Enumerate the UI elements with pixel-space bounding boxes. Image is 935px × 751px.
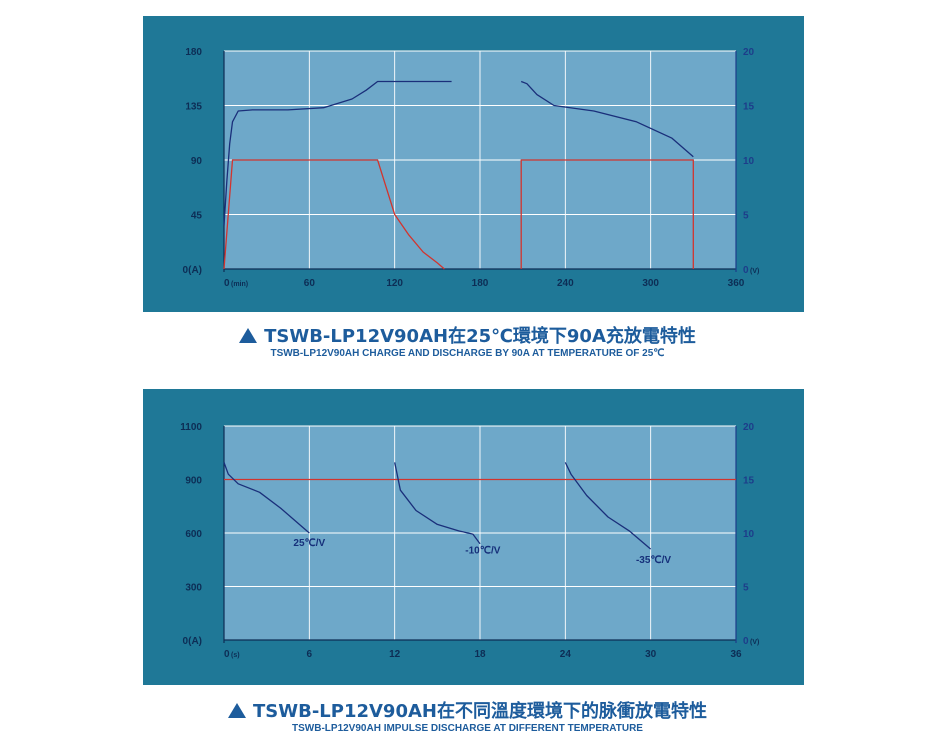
y-right-tick-label: 5 xyxy=(743,211,749,222)
y-right-tick-label: 20 xyxy=(743,422,755,433)
voltage-series-line xyxy=(223,80,452,226)
chart-panel-charge-discharge: 0 (min) 60 120 180 240 300 360 0(A) 45 90 135 180 0 (V… xyxy=(143,16,804,312)
chart-2-title: TSWB-LP12V90AH在不同溫度環境下的脉衝放電特性 xyxy=(253,701,707,722)
voltage-series-line xyxy=(520,80,694,158)
triangle-icon xyxy=(228,703,246,718)
x-unit-label: (min) xyxy=(231,281,248,288)
x-tick-label: 6 xyxy=(307,649,313,660)
y-right-tick-label: 5 xyxy=(743,583,749,594)
y-right-unit-label: (V) xyxy=(750,268,759,275)
y-left-tick-label: 900 xyxy=(185,476,202,487)
y-left-tick-label: 45 xyxy=(191,211,203,222)
chart-panel-impulse-discharge: 0 (s) 6 12 18 24 30 36 0(A) 300 600 900 1100 0 (V) 5 10 1… xyxy=(143,389,804,685)
current-series-line xyxy=(520,159,694,269)
voltage-series-line xyxy=(223,462,310,534)
chart-1-subtitle: TSWB-LP12V90AH CHARGE AND DISCHARGE BY 9… xyxy=(270,348,665,359)
caption-1: TSWB-LP12V90AH在25℃環境下90A充放電特性 TSWB-LP12V… xyxy=(0,322,935,359)
x-unit-label: (s) xyxy=(231,652,240,659)
x-tick-label: 0 xyxy=(224,278,230,289)
annotation-label: -35℃/V xyxy=(636,555,671,566)
x-tick-label: 30 xyxy=(645,649,657,660)
y-right-tick-label: 10 xyxy=(743,156,755,167)
x-tick-label: 180 xyxy=(472,278,489,289)
y-left-tick-label: 600 xyxy=(185,529,202,540)
x-tick-label: 120 xyxy=(386,278,403,289)
y-right-tick-label: 0 xyxy=(743,265,749,276)
y-left-tick-label: 90 xyxy=(191,156,203,167)
annotation-label: 25℃/V xyxy=(293,538,325,549)
y-left-tick-label: 0(A) xyxy=(183,636,202,647)
x-tick-label: 60 xyxy=(304,278,316,289)
triangle-icon xyxy=(239,328,258,343)
y-right-tick-label: 20 xyxy=(743,47,755,58)
y-right-tick-label: 10 xyxy=(743,529,755,540)
current-series-line xyxy=(223,159,445,270)
y-left-tick-label: 300 xyxy=(185,583,202,594)
y-right-tick-label: 15 xyxy=(743,476,755,487)
y-left-tick-label: 180 xyxy=(185,47,202,58)
y-left-tick-label: 0(A) xyxy=(183,265,202,276)
x-tick-label: 24 xyxy=(560,649,572,660)
voltage-series-line xyxy=(564,462,652,550)
x-tick-label: 360 xyxy=(728,278,745,289)
y-right-tick-label: 0 xyxy=(743,636,749,647)
x-tick-label: 0 xyxy=(224,649,230,660)
chart-1-title: TSWB-LP12V90AH在25℃環境下90A充放電特性 xyxy=(264,326,696,347)
x-tick-label: 36 xyxy=(730,649,742,660)
y-right-tick-label: 15 xyxy=(743,102,755,113)
voltage-series-line xyxy=(394,462,481,545)
x-tick-label: 300 xyxy=(642,278,659,289)
caption-2: TSWB-LP12V90AH在不同溫度環境下的脉衝放電特性 TSWB-LP12V… xyxy=(0,697,935,734)
x-tick-label: 18 xyxy=(474,649,486,660)
annotation-label: -10℃/V xyxy=(465,545,500,556)
y-left-tick-label: 1100 xyxy=(180,422,202,433)
x-tick-label: 12 xyxy=(389,649,401,660)
y-left-tick-label: 135 xyxy=(185,102,202,113)
x-tick-label: 240 xyxy=(557,278,574,289)
y-right-unit-label: (V) xyxy=(750,639,759,646)
chart-2-subtitle: TSWB-LP12V90AH IMPULSE DISCHARGE AT DIFF… xyxy=(292,723,643,734)
